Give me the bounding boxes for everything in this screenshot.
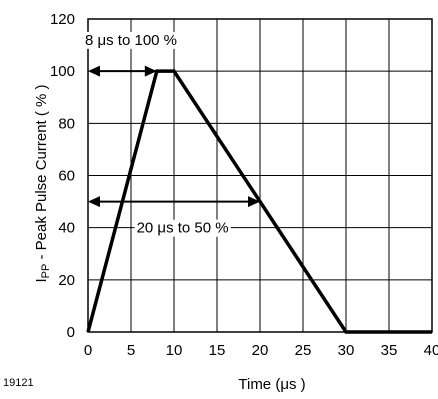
annotation-arrowhead-left xyxy=(88,65,100,77)
annotations: 8 μs to 100 % 20 μs to 50 % xyxy=(82,31,260,237)
x-tick-label: 25 xyxy=(295,342,312,359)
plot-frame xyxy=(87,18,433,333)
annotation-arrowhead-left xyxy=(88,196,100,208)
annotation-arrowhead-right xyxy=(248,196,260,208)
x-tick-label: 40 xyxy=(424,342,438,359)
y-axis-title: IPP - Peak Pulse Current ( % ) xyxy=(33,84,52,282)
figure-code: 19121 xyxy=(3,377,34,389)
x-tick-label: 10 xyxy=(166,342,183,359)
y-tick-label: 20 xyxy=(58,272,75,289)
y-tick-label: 80 xyxy=(58,115,75,132)
x-tick-label: 30 xyxy=(338,342,355,359)
annotation-label: 20 μs to 50 % xyxy=(137,220,229,237)
y-axis-title-sub: PP xyxy=(40,264,52,279)
annotation-label-bg xyxy=(82,31,180,49)
y-tick-label: 0 xyxy=(67,324,75,341)
annotation-label-bg xyxy=(134,219,231,237)
y-tick-label: 120 xyxy=(50,11,75,28)
y-axis-title-main: I xyxy=(33,278,50,282)
x-tick-label: 20 xyxy=(252,342,269,359)
series-line-peak-pulse-current xyxy=(86,69,432,334)
x-tick-label: 15 xyxy=(209,342,226,359)
annotation-arrowhead-right xyxy=(144,65,157,77)
y-tick-label: 60 xyxy=(58,168,75,185)
y-axis-title-rest: - Peak Pulse Current ( % ) xyxy=(33,84,50,263)
grid-layer xyxy=(88,19,432,332)
y-tick-label: 100 xyxy=(50,63,75,80)
x-tick-label: 0 xyxy=(84,342,92,359)
tick-labels: 0 5 10 15 20 25 30 35 40 0 20 40 60 80 100 120 xyxy=(50,11,438,359)
x-tick-label: 35 xyxy=(381,342,398,359)
annotation-label: 8 μs to 100 % xyxy=(85,32,177,49)
y-tick-label: 40 xyxy=(58,220,75,237)
x-tick-label: 5 xyxy=(127,342,135,359)
x-axis-title: Time (μs ) xyxy=(238,376,305,393)
